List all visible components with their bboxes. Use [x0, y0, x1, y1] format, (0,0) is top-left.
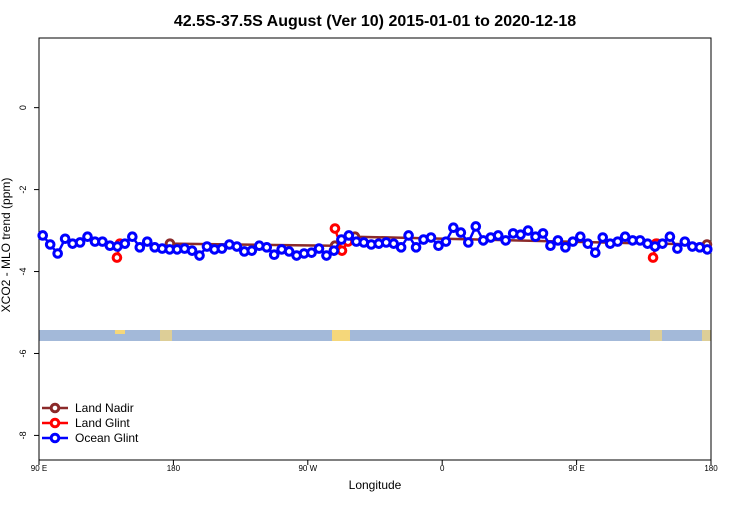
data-point: [329, 223, 341, 234]
data-point: [403, 230, 414, 241]
data-point: [552, 235, 564, 246]
y-tick-label: -6: [18, 349, 28, 357]
data-point: [537, 228, 549, 239]
data-point: [470, 221, 482, 232]
data-point: [37, 230, 49, 241]
data-point: [336, 245, 348, 256]
data-point: [97, 236, 108, 247]
data-point: [545, 240, 556, 252]
y-tick-label: -8: [18, 431, 28, 439]
data-point: [343, 230, 355, 241]
mask-land: [650, 330, 662, 341]
data-point: [336, 234, 347, 245]
legend-label: Land Nadir: [75, 401, 134, 415]
data-point: [597, 232, 609, 243]
data-point: [582, 238, 594, 249]
y-tick-label: -4: [18, 268, 28, 276]
x-axis-title: Longitude: [349, 478, 402, 492]
y-tick-label: -2: [18, 186, 28, 194]
data-point: [567, 236, 579, 247]
mask-land: [702, 330, 711, 341]
legend-marker: [49, 432, 61, 444]
data-point: [261, 242, 273, 253]
data-point: [515, 229, 526, 240]
data-point: [492, 230, 504, 241]
x-tick-label: 0: [440, 464, 445, 473]
data-point: [560, 242, 571, 253]
x-tick-label: 90 E: [568, 464, 584, 473]
data-point: [82, 231, 93, 243]
legend-label: Land Glint: [75, 416, 130, 430]
data-point: [448, 222, 459, 233]
data-point: [575, 231, 586, 243]
data-point: [134, 242, 146, 253]
data-point: [52, 248, 63, 259]
data-point: [111, 252, 123, 263]
data-point: [186, 245, 198, 256]
data-point: [283, 246, 295, 257]
data-point: [500, 235, 511, 246]
data-point: [119, 238, 131, 249]
land-mask: [39, 330, 711, 341]
data-point: [433, 240, 444, 252]
data-point: [647, 252, 659, 263]
data-point: [328, 245, 340, 256]
data-point: [522, 225, 534, 236]
y-axis-title: XCO2 - MLO trend (ppm): [0, 178, 13, 313]
data-point: [395, 242, 407, 253]
data-point: [679, 236, 691, 247]
data-point: [672, 243, 683, 254]
data-point: [141, 236, 153, 247]
legend-label: Ocean Glint: [75, 431, 139, 445]
legend-marker: [49, 402, 61, 414]
data-point: [59, 233, 71, 245]
data-point: [701, 244, 713, 255]
data-point: [463, 237, 474, 248]
y-tick-label: 0: [18, 105, 28, 110]
data-point: [246, 245, 258, 256]
mask-land: [332, 330, 350, 341]
data-point: [44, 239, 56, 250]
data-point: [455, 227, 467, 238]
x-tick-label: 180: [704, 464, 718, 473]
data-point: [440, 236, 452, 247]
mask-band: [39, 330, 711, 341]
data-point: [321, 250, 332, 261]
data-point: [306, 247, 317, 258]
data-point: [664, 231, 676, 243]
data-point: [612, 236, 623, 247]
data-point: [74, 237, 86, 248]
data-point: [194, 250, 205, 261]
x-tick-label: 90 W: [298, 464, 317, 473]
data-point: [425, 232, 437, 243]
data-point: [657, 238, 668, 249]
mask-land: [115, 330, 125, 334]
data-point: [589, 247, 601, 258]
data-point: [410, 242, 422, 253]
chart-title: 42.5S-37.5S August (Ver 10) 2015-01-01 t…: [174, 13, 576, 30]
x-tick-label: 180: [167, 464, 181, 473]
data-point: [216, 243, 228, 254]
legend-marker: [49, 417, 61, 429]
x-tick-label: 90 E: [31, 464, 47, 473]
mask-land: [160, 330, 172, 341]
data-point: [268, 249, 280, 261]
data-point: [127, 231, 138, 243]
data-point: [231, 241, 243, 252]
data-point: [313, 243, 325, 254]
